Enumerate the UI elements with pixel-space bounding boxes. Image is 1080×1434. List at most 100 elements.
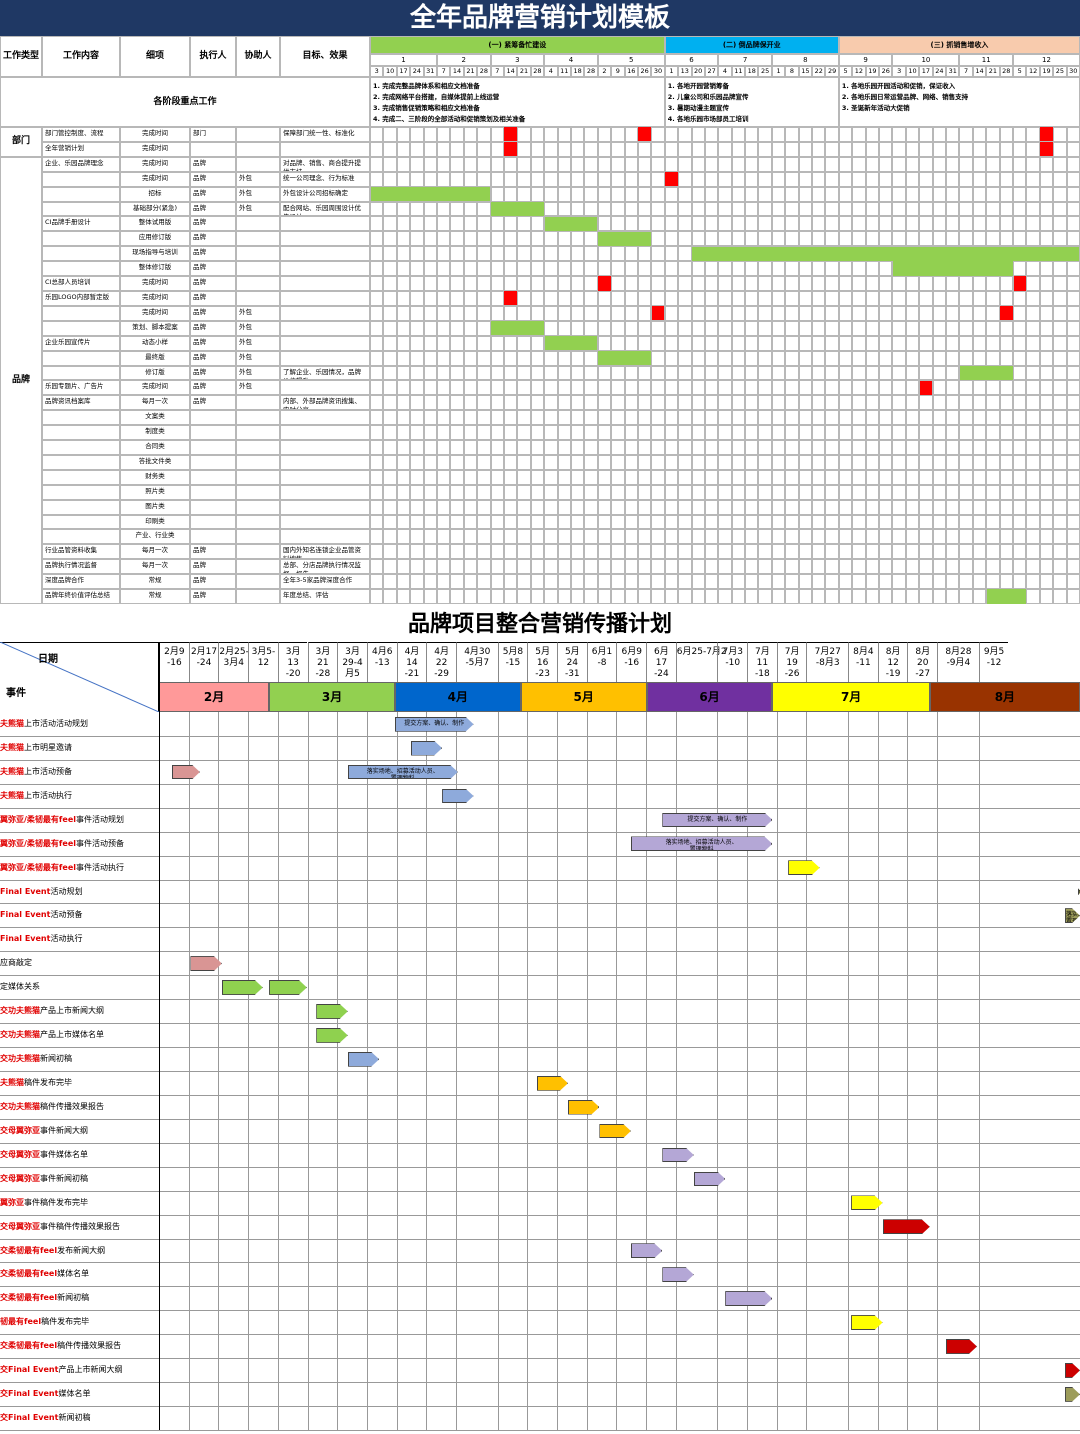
row-assist: 外包 xyxy=(236,305,280,321)
grid-cell xyxy=(905,410,920,426)
grid-cell xyxy=(664,544,679,560)
grid-cell xyxy=(678,335,692,351)
grid-cell xyxy=(731,529,746,545)
grid-cell xyxy=(410,410,424,426)
grid-cell xyxy=(785,484,799,500)
row-exec: 品牌 xyxy=(190,276,236,291)
event-row-label: 韧最有feel稿件发布完毕 xyxy=(0,1317,159,1327)
grid-cell xyxy=(664,365,679,381)
grid-cell xyxy=(785,425,799,441)
day-header: 13 xyxy=(678,66,692,77)
grid-cell xyxy=(731,186,746,202)
event-highlight: 交柔韧最有feel xyxy=(0,1269,58,1279)
grid-cell xyxy=(785,469,799,485)
grid-cell xyxy=(1053,365,1067,381)
grid-cell xyxy=(852,305,866,321)
grid-cell xyxy=(651,410,665,426)
grid-cell xyxy=(798,231,813,247)
grid-cell xyxy=(544,231,558,247)
grid-cell xyxy=(1066,529,1080,545)
grid-cell xyxy=(932,484,947,500)
grid-cell xyxy=(597,201,612,217)
grid-cell xyxy=(436,305,451,321)
grid-cell xyxy=(678,454,692,470)
grid-cell xyxy=(798,440,813,455)
grid-cell xyxy=(370,156,384,172)
grid-cell xyxy=(490,589,504,604)
day-header: 5 xyxy=(1013,66,1027,77)
row-exec: 品牌 xyxy=(190,305,236,321)
grid-cell xyxy=(611,216,625,232)
grid-cell xyxy=(825,201,839,217)
event-text: 产品上市新闻大纲 xyxy=(40,1006,104,1016)
grid-cell xyxy=(637,365,652,381)
grid-cell xyxy=(959,276,973,291)
grid-cell xyxy=(477,469,491,485)
grid-cell xyxy=(865,499,880,515)
event-row-label: 交功夫熊猫稿件传播效果报告 xyxy=(0,1102,159,1112)
grid-cell xyxy=(1026,201,1040,217)
grid-cell xyxy=(946,499,960,515)
grid-cell xyxy=(544,171,558,187)
grid-cell xyxy=(370,261,384,277)
grid-cell xyxy=(450,410,464,426)
row-goal: 外包设计公司招标确定 xyxy=(280,186,370,202)
grid-cell xyxy=(785,440,799,455)
grid-cell xyxy=(664,290,679,306)
grid-cell xyxy=(383,454,397,470)
event-text: 事件稿件发布完毕 xyxy=(24,1197,88,1207)
event-row-label: 交功夫熊猫产品上市媒体名单 xyxy=(0,1030,159,1040)
row-exec xyxy=(190,410,236,426)
grid-cell xyxy=(423,290,437,306)
grid-cell xyxy=(1026,127,1040,142)
grid-cell xyxy=(718,499,732,515)
grid-cell xyxy=(758,454,772,470)
grid-cell xyxy=(745,335,759,351)
grid-cell xyxy=(932,559,947,575)
row-line xyxy=(0,1286,1080,1287)
grid-cell xyxy=(972,574,987,590)
grid-cell xyxy=(691,156,705,172)
row-item: 招标 xyxy=(120,186,190,202)
grid-cell xyxy=(544,350,558,366)
grid-cell xyxy=(704,335,719,351)
grid-cell xyxy=(825,171,839,187)
row-content xyxy=(42,365,120,381)
grid-cell xyxy=(785,156,799,172)
event-text: 上市明星邀请 xyxy=(24,742,72,752)
grid-cell xyxy=(892,589,906,604)
grid-cell xyxy=(825,320,839,336)
grid-cell xyxy=(584,156,598,172)
grid-cell xyxy=(838,171,853,187)
date-header: 3月 21 -28 xyxy=(307,642,338,682)
grid-cell xyxy=(584,320,598,336)
event-highlight: 交Final Event xyxy=(0,1389,59,1399)
grid-cell xyxy=(946,201,960,217)
grid-cell xyxy=(678,231,692,247)
grid-cell xyxy=(637,469,652,485)
grid-cell xyxy=(477,276,491,291)
grid-cell xyxy=(946,469,960,485)
grid-cell xyxy=(490,305,504,321)
grid-cell xyxy=(704,290,719,306)
grid-cell xyxy=(477,440,491,455)
col-line xyxy=(586,712,588,1430)
grid-cell xyxy=(436,171,451,187)
grid-cell xyxy=(1013,484,1027,500)
grid-cell xyxy=(691,365,705,381)
grid-cell xyxy=(838,290,853,306)
grid-cell xyxy=(838,231,853,247)
grid-cell xyxy=(892,156,906,172)
grid-cell xyxy=(1053,514,1067,530)
row-line xyxy=(0,1094,1080,1096)
grid-cell xyxy=(999,290,1013,306)
grid-cell xyxy=(825,156,839,172)
grid-cell xyxy=(651,216,665,232)
grid-cell xyxy=(557,365,571,381)
row-goal xyxy=(280,276,370,291)
grid-cell xyxy=(624,261,638,277)
grid-cell xyxy=(946,320,960,336)
grid-cell xyxy=(972,350,987,366)
grid-cell xyxy=(959,380,973,396)
row-assist xyxy=(236,261,280,277)
